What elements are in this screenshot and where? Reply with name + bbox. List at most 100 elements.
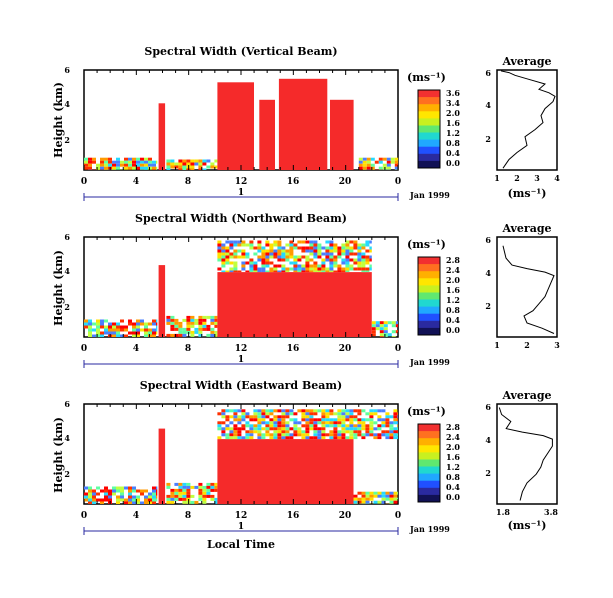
heat-cell	[345, 249, 350, 253]
heat-cell	[353, 243, 358, 247]
heat-cell	[182, 327, 187, 331]
heat-cell	[345, 252, 350, 256]
heat-cell	[116, 163, 120, 167]
heat-cell	[116, 498, 120, 502]
heat-cell	[374, 160, 379, 164]
xtick-northward-24: 0	[395, 344, 401, 354]
heat-cell	[241, 243, 246, 247]
heat-cell	[170, 327, 175, 331]
heat-cell	[357, 424, 362, 428]
heat-cell	[349, 436, 354, 440]
heat-cell	[378, 160, 383, 164]
heat-cell	[305, 409, 310, 413]
heat-cell	[321, 415, 326, 419]
heat-cell	[108, 495, 112, 499]
heat-cell	[233, 252, 238, 256]
heat-cell	[132, 328, 136, 332]
heat-cell	[229, 261, 234, 265]
heat-cell	[321, 421, 326, 425]
heat-cell	[337, 424, 342, 428]
heat-cell	[341, 249, 346, 253]
heat-cell	[144, 166, 148, 170]
heat-cell	[365, 424, 370, 428]
heat-cell	[285, 270, 290, 273]
heat-cell	[202, 488, 207, 492]
heat-cell	[301, 270, 306, 273]
heat-cell	[313, 433, 318, 437]
heat-cell	[313, 249, 318, 253]
heat-cell	[112, 486, 116, 490]
heat-cell-high	[158, 428, 166, 504]
heat-cell	[88, 498, 92, 502]
heat-cell	[305, 258, 310, 262]
heat-cell	[349, 409, 354, 413]
heat-cell	[112, 160, 116, 164]
heat-cell	[361, 421, 366, 425]
heat-cell	[357, 249, 362, 253]
xtick-eastward-12: 12	[235, 511, 248, 521]
heat-cell	[293, 421, 298, 425]
heat-cell	[281, 412, 286, 416]
heat-cell	[249, 258, 254, 262]
heat-cell	[214, 500, 218, 504]
heat-cell	[385, 430, 390, 434]
heat-cell	[349, 415, 354, 419]
heat-cell	[198, 327, 203, 331]
heat-cell	[221, 249, 226, 253]
heat-cell	[92, 160, 96, 164]
heat-cell	[333, 418, 338, 422]
heat-cell	[285, 415, 290, 419]
heat-cell	[269, 246, 274, 250]
heat-cell	[265, 427, 270, 431]
heat-cell	[217, 427, 222, 431]
heat-cell	[365, 240, 370, 244]
heat-cell	[305, 424, 310, 428]
heat-cell	[120, 319, 124, 323]
heat-cell	[365, 418, 370, 422]
heat-cell	[245, 261, 250, 265]
heat-cell	[166, 168, 171, 170]
heat-cell	[313, 261, 318, 265]
heat-cell	[381, 421, 386, 425]
heat-cell	[229, 267, 234, 271]
heat-cell	[353, 494, 358, 498]
heat-cell	[281, 246, 286, 250]
heat-cell	[136, 319, 140, 323]
heat-cell	[333, 270, 338, 273]
heat-cell	[140, 166, 144, 170]
heat-cell	[393, 433, 398, 437]
heat-cell	[277, 246, 282, 250]
heat-cell	[257, 240, 262, 244]
heat-cell	[136, 328, 140, 332]
heat-cell	[281, 264, 286, 268]
xtick-eastward-16: 16	[287, 511, 300, 521]
heat-cell	[221, 412, 226, 416]
heat-cell	[92, 157, 96, 161]
heat-cell	[265, 252, 270, 256]
heat-cell	[397, 415, 398, 419]
heat-cell	[225, 433, 230, 437]
heat-cell	[389, 421, 394, 425]
heat-cell	[190, 159, 195, 163]
heat-cell	[285, 258, 290, 262]
heat-cell	[381, 418, 386, 422]
heat-cell	[100, 322, 104, 326]
heat-cell	[132, 331, 136, 335]
heat-cell	[389, 497, 394, 501]
heat-cell	[214, 165, 218, 169]
heat-cell	[397, 421, 398, 425]
heat-cell	[329, 267, 334, 271]
heat-cell	[182, 488, 187, 492]
heat-cell	[273, 430, 278, 434]
heat-cell	[333, 424, 338, 428]
heat-cell	[152, 322, 156, 326]
heat-cell	[241, 261, 246, 265]
heat-cell	[381, 433, 386, 437]
heat-cell	[202, 494, 207, 498]
heat-cell	[345, 255, 350, 259]
colorbar-swatch	[418, 146, 440, 155]
heat-cell	[305, 264, 310, 268]
heat-cell	[221, 409, 226, 413]
heat-cell	[345, 240, 350, 244]
heat-cell	[349, 412, 354, 416]
